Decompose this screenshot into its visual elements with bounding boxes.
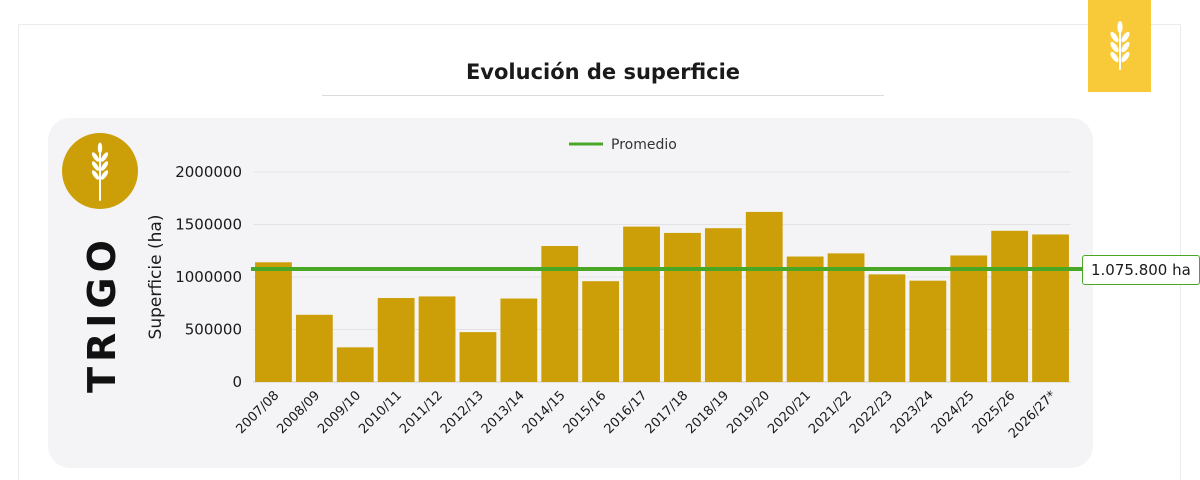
average-value-label: 1.075.800 ha — [1082, 255, 1200, 285]
bar-2017/18[interactable] — [664, 232, 701, 382]
x-tick-label: 2008/09 — [274, 388, 323, 437]
bar-2026/27*[interactable] — [1032, 234, 1069, 382]
x-tick-label: 2013/14 — [479, 388, 528, 437]
bar-2021/22[interactable] — [827, 253, 865, 382]
y-axis-label: Superficie (ha) — [146, 215, 166, 340]
x-tick-label: 2023/24 — [888, 388, 937, 437]
bars — [255, 211, 1069, 382]
title-divider — [322, 95, 884, 96]
x-tick-label: 2016/17 — [602, 388, 651, 437]
x-tick-label: 2019/20 — [724, 388, 773, 437]
page-title: Evolución de superficie — [465, 60, 741, 84]
y-tick-labels: 0 500000 1000000 1500000 2000000 — [175, 163, 242, 391]
bar-2016/17[interactable] — [623, 226, 660, 382]
bar-2012/13[interactable] — [459, 332, 497, 382]
legend-label-promedio: Promedio — [611, 137, 677, 153]
x-tick-labels: 2007/082008/092009/102010/112011/122012/… — [233, 388, 1059, 442]
wheat-icon — [1109, 21, 1130, 70]
x-tick-label: 2012/13 — [438, 388, 487, 437]
y-tick-label: 0 — [232, 373, 242, 391]
bar-2024/25[interactable] — [950, 255, 988, 382]
bar-2009/10[interactable] — [336, 347, 374, 382]
bar-2018/19[interactable] — [704, 228, 742, 382]
legend[interactable]: Promedio — [569, 137, 677, 153]
x-tick-label: 2010/11 — [356, 388, 405, 437]
x-tick-label: 2015/16 — [561, 388, 610, 437]
bar-2015/16[interactable] — [582, 281, 620, 382]
bar-2025/26[interactable] — [991, 230, 1029, 382]
bar-2013/14[interactable] — [500, 298, 538, 382]
bar-2010/11[interactable] — [377, 298, 415, 382]
bar-2020/21[interactable] — [786, 256, 824, 382]
x-tick-label: 2020/21 — [765, 388, 814, 437]
wheat-icon — [91, 142, 109, 201]
card-frame — [18, 24, 1181, 480]
x-tick-label: 2022/23 — [847, 388, 896, 437]
bar-2022/23[interactable] — [868, 274, 906, 382]
bar-2008/09[interactable] — [295, 314, 333, 382]
crop-avatar — [62, 133, 138, 209]
bar-2007/08[interactable] — [255, 262, 292, 382]
y-tick-label: 1500000 — [175, 216, 242, 234]
bar-2011/12[interactable] — [418, 296, 456, 382]
bar-2019/20[interactable] — [745, 211, 783, 382]
bar-2023/24[interactable] — [909, 280, 947, 382]
x-tick-label: 2009/10 — [315, 388, 364, 437]
crop-badge — [1088, 0, 1151, 92]
x-tick-label: 2011/12 — [397, 388, 446, 437]
x-tick-label: 2007/08 — [233, 388, 282, 437]
y-tick-label: 1000000 — [175, 268, 242, 286]
x-tick-label: 2014/15 — [520, 388, 569, 437]
x-tick-label: 2017/18 — [642, 388, 691, 437]
x-tick-label: 2021/22 — [806, 388, 855, 437]
x-tick-label: 2018/19 — [683, 388, 732, 437]
y-tick-label: 2000000 — [175, 163, 242, 181]
bar-2014/15[interactable] — [541, 246, 579, 382]
x-tick-label: 2024/25 — [929, 388, 978, 437]
grid-lines — [253, 171, 1071, 383]
y-tick-label: 500000 — [185, 321, 242, 339]
